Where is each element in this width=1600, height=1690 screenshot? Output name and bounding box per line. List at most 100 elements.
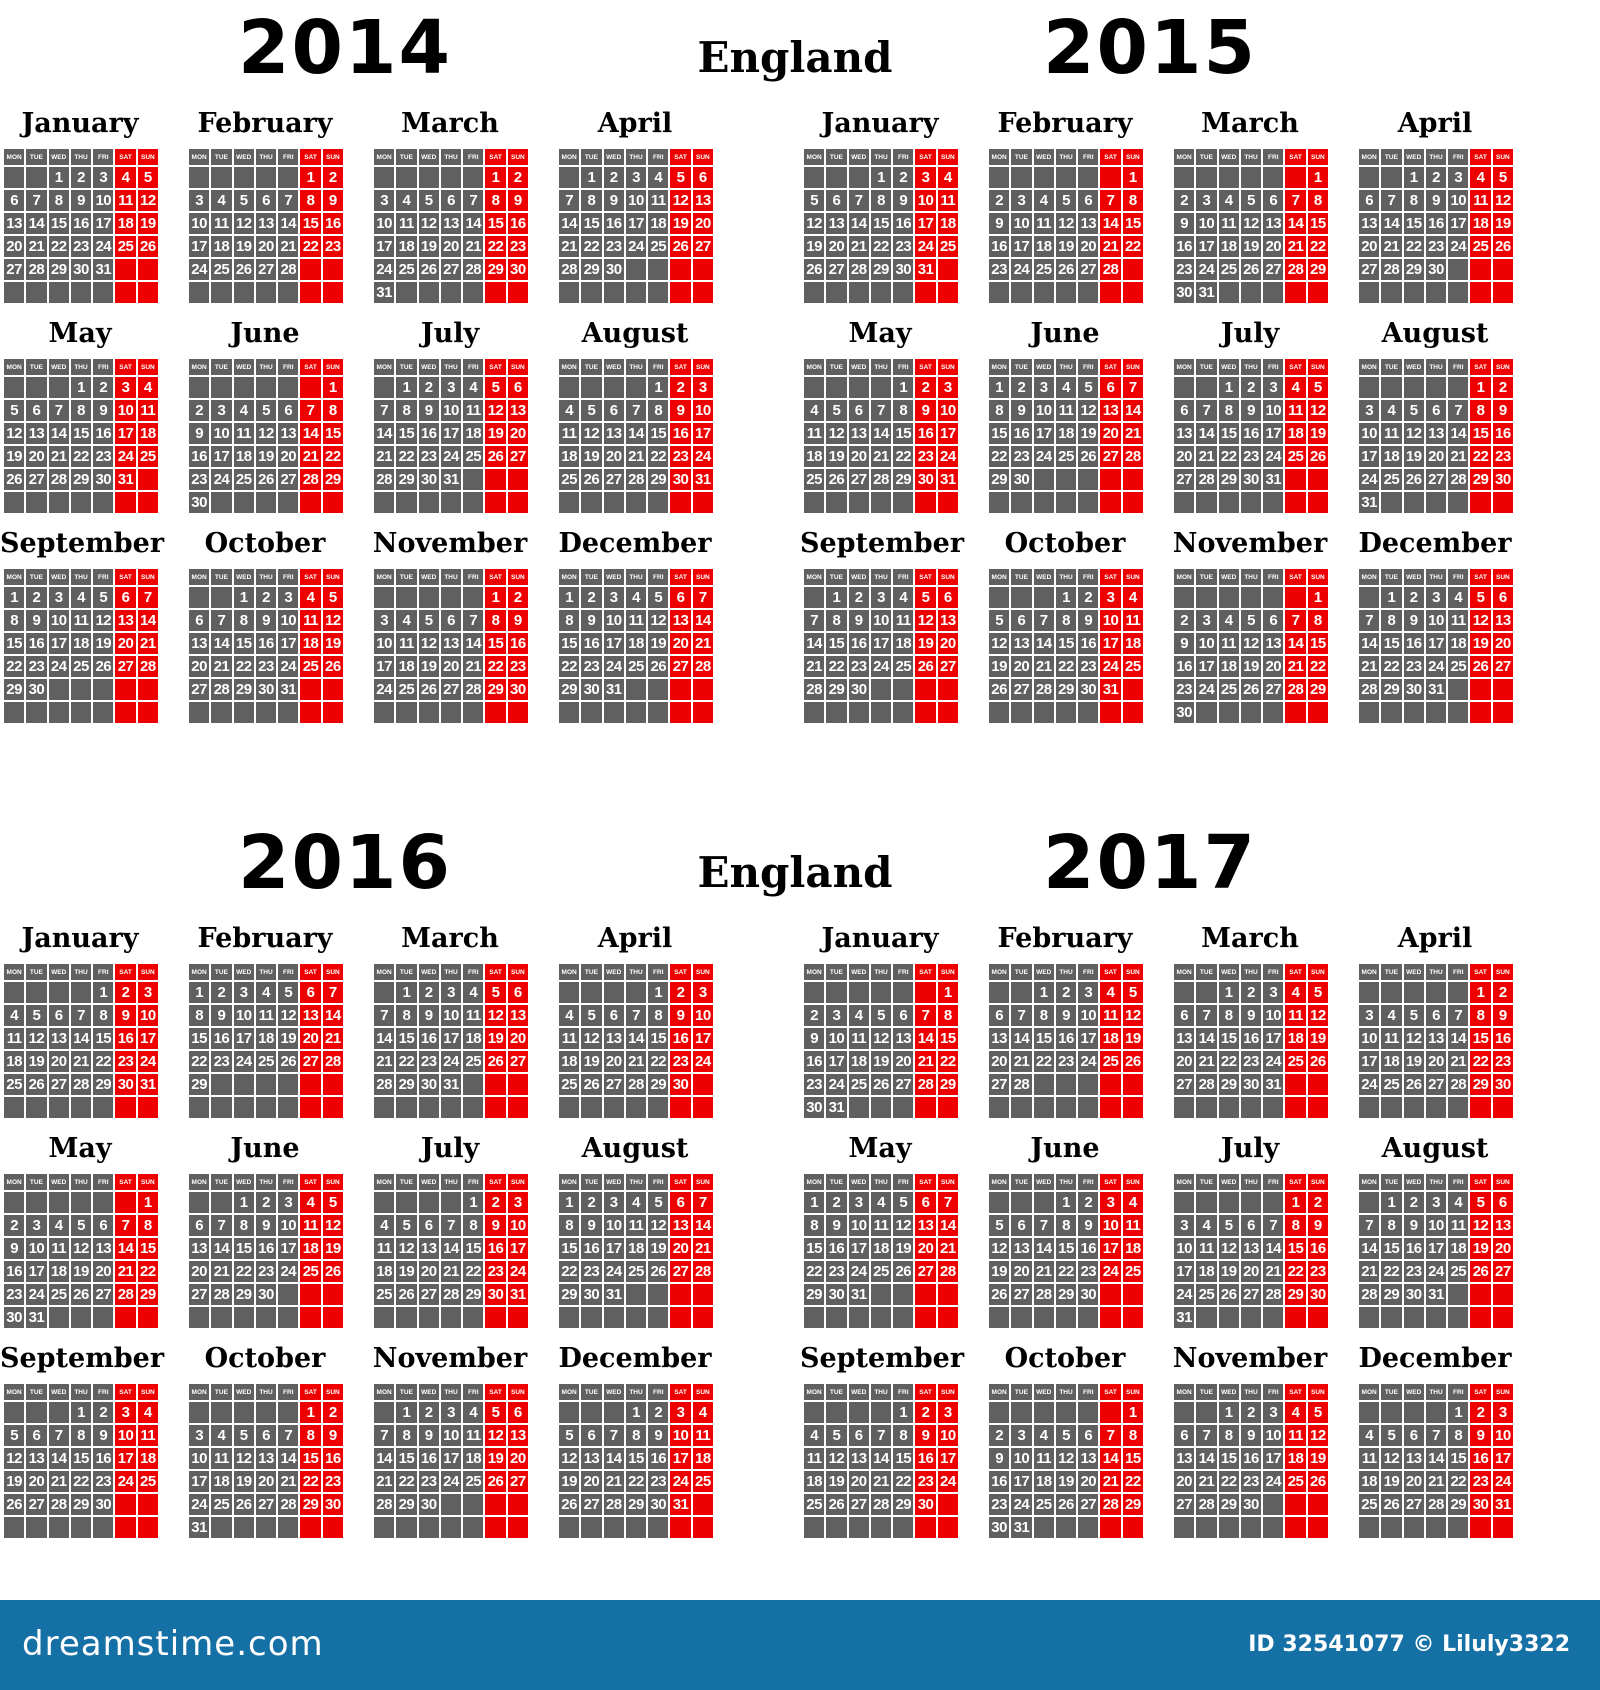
empty-cell xyxy=(1078,492,1099,513)
day-cell: 15 xyxy=(93,1028,114,1049)
day-cell: 18 xyxy=(559,446,580,467)
empty-cell xyxy=(1425,702,1447,723)
day-cell: 29 xyxy=(559,679,580,700)
empty-cell xyxy=(1196,1307,1217,1328)
day-cell: 23 xyxy=(1078,1261,1099,1282)
year-block: January MON TUE WED THU FRI SAT SUN 1 2 3 4 5 6 7 8 9 10 1… xyxy=(0,920,800,1610)
day-cell: 24 xyxy=(211,469,232,490)
day-cell: 13 xyxy=(507,400,528,421)
weekday-header: SUN xyxy=(137,964,158,980)
day-cell: 3 xyxy=(603,1192,624,1213)
empty-cell xyxy=(1122,679,1143,700)
weekday-header: TUE xyxy=(396,359,417,375)
weekday-header: THU xyxy=(625,149,647,165)
day-cell: 10 xyxy=(937,1425,958,1446)
weekday-header: TUE xyxy=(26,964,47,980)
empty-cell xyxy=(278,282,299,303)
day-cell: 18 xyxy=(1218,236,1239,257)
day-cell: 4 xyxy=(804,400,825,421)
empty-cell xyxy=(211,167,232,188)
weekday-header: SAT xyxy=(1100,149,1121,165)
day-cell: 18 xyxy=(1285,423,1306,444)
empty-cell xyxy=(1448,702,1469,723)
weekday-header: THU xyxy=(70,149,92,165)
empty-cell xyxy=(48,377,69,398)
day-cell: 29 xyxy=(1381,1284,1402,1305)
empty-cell xyxy=(1448,1517,1469,1538)
empty-cell xyxy=(93,492,114,513)
day-cell: 11 xyxy=(137,1425,158,1446)
day-cell: 12 xyxy=(826,423,847,444)
empty-cell xyxy=(804,377,825,398)
weekday-header: TUE xyxy=(581,569,602,585)
empty-cell xyxy=(1425,982,1447,1003)
day-cell: 10 xyxy=(1448,190,1469,211)
weekday-header: TUE xyxy=(26,149,47,165)
day-cell: 5 xyxy=(70,1215,92,1236)
day-cell: 8 xyxy=(581,190,602,211)
weekday-header: SAT xyxy=(115,1384,136,1400)
day-cell: 18 xyxy=(559,1051,580,1072)
day-cell: 6 xyxy=(278,400,299,421)
day-cell: 31 xyxy=(603,1284,624,1305)
month-name: February xyxy=(197,923,333,954)
day-cell: 14 xyxy=(559,213,580,234)
day-cell: 1 xyxy=(1122,1402,1143,1423)
day-cell: 18 xyxy=(137,423,158,444)
empty-cell xyxy=(396,702,417,723)
day-cell: 13 xyxy=(1078,213,1099,234)
day-cell: 26 xyxy=(1240,679,1262,700)
empty-cell xyxy=(915,1517,936,1538)
empty-cell xyxy=(485,1307,506,1328)
weekday-header: FRI xyxy=(648,964,669,980)
day-cell: 17 xyxy=(1492,1448,1513,1469)
day-cell: 27 xyxy=(440,679,462,700)
weekday-header: FRI xyxy=(93,1174,114,1190)
day-cell: 3 xyxy=(26,1215,47,1236)
day-cell: 27 xyxy=(115,656,136,677)
day-cell: 18 xyxy=(115,213,136,234)
day-cell: 27 xyxy=(1078,1494,1099,1515)
day-cell: 28 xyxy=(937,1261,958,1282)
day-cell: 10 xyxy=(440,400,462,421)
day-cell: 31 xyxy=(1174,1307,1195,1328)
day-cell: 8 xyxy=(300,1425,321,1446)
empty-cell xyxy=(559,377,580,398)
month-name: June xyxy=(1030,318,1100,349)
day-cell: 19 xyxy=(1240,236,1262,257)
empty-cell xyxy=(1196,587,1217,608)
empty-cell xyxy=(603,1097,624,1118)
month-name: November xyxy=(1172,1343,1328,1374)
weekday-header: THU xyxy=(440,149,462,165)
day-cell: 13 xyxy=(1425,423,1447,444)
month-name: March xyxy=(401,108,499,139)
day-cell: 28 xyxy=(692,656,713,677)
day-cell: 1 xyxy=(1055,1192,1077,1213)
empty-cell xyxy=(1381,167,1402,188)
day-cell: 22 xyxy=(396,1051,417,1072)
day-cell: 11 xyxy=(1218,633,1239,654)
day-cell: 27 xyxy=(581,1494,602,1515)
month-calendar: November MON TUE WED THU FRI SAT SUN 1 2 3 4 5 6 7 8 9 10… xyxy=(1170,1340,1330,1540)
day-cell: 20 xyxy=(826,236,847,257)
empty-cell xyxy=(559,982,580,1003)
month-grid: MON TUE WED THU FRI SAT SUN 1 2 3 4 5 6 7 8 9 10 11 12 13 14… xyxy=(1174,964,1328,1118)
year-block: January MON TUE WED THU FRI SAT SUN 1 2 3 4 5 6 7 8 9 10 1… xyxy=(0,105,800,795)
empty-cell xyxy=(1196,377,1217,398)
empty-cell xyxy=(1218,1192,1239,1213)
day-cell: 4 xyxy=(1033,1425,1054,1446)
empty-cell xyxy=(870,377,892,398)
day-cell: 8 xyxy=(1403,190,1424,211)
empty-cell xyxy=(507,469,528,490)
empty-cell xyxy=(1425,492,1447,513)
day-cell: 21 xyxy=(48,1471,69,1492)
day-cell: 18 xyxy=(625,633,647,654)
weekday-header: THU xyxy=(70,1174,92,1190)
empty-cell xyxy=(1381,492,1402,513)
empty-cell xyxy=(440,492,462,513)
empty-cell xyxy=(1492,282,1513,303)
day-cell: 22 xyxy=(48,236,69,257)
day-cell: 4 xyxy=(115,167,136,188)
weekday-header: FRI xyxy=(93,149,114,165)
weekday-header: SUN xyxy=(322,359,343,375)
